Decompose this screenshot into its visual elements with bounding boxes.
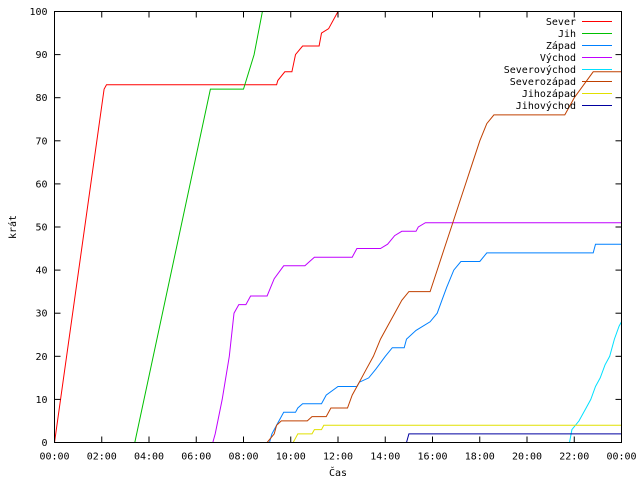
x-tick-label: 06:00 (181, 452, 211, 463)
y-tick-label: 10 (35, 395, 47, 406)
y-tick-label: 100 (29, 7, 47, 18)
x-tick-label: 02:00 (87, 452, 117, 463)
y-tick-label: 0 (41, 438, 47, 449)
series-layer (54, 11, 622, 443)
series-line-2 (134, 11, 263, 443)
legend-label: Jihozápad (522, 88, 576, 100)
legend-label: Západ (546, 40, 576, 52)
y-tick-label: 60 (35, 179, 47, 190)
x-tick-label: 14:00 (370, 452, 400, 463)
x-tick-label: 08:00 (228, 452, 258, 463)
y-tick-label: 90 (35, 50, 47, 61)
y-tick-label: 20 (35, 352, 47, 363)
legend-label: Sever (546, 17, 576, 28)
legend-label: Východ (540, 52, 576, 64)
series-line-8 (406, 433, 622, 443)
x-tick-label: 10:00 (276, 452, 306, 463)
legend-label: Severozápad (510, 76, 576, 88)
y-tick-label: 30 (35, 309, 47, 320)
series-line-4 (212, 222, 622, 443)
axis-layer: 0 10 20 30 40 50 60 70 80 90 100 00:00 02:00 04:00 06:… (29, 7, 636, 463)
legend: SeverJihZápadVýchodSeverovýchodSeverozáp… (504, 17, 612, 112)
x-tick-label: 22:00 (559, 452, 589, 463)
legend-label: Jih (558, 29, 576, 40)
x-tick-label: 12:00 (323, 452, 353, 463)
x-axis-label: Čas (329, 466, 347, 479)
series-line-3 (269, 243, 622, 443)
x-tick-label: 20:00 (512, 452, 542, 463)
series-line-6 (266, 71, 622, 443)
series-line-5 (569, 321, 622, 443)
legend-label: Jihovýchod (516, 100, 576, 112)
y-tick-label: 50 (35, 223, 47, 234)
x-tick-label: 00:00 (39, 452, 69, 463)
x-tick-label: 04:00 (134, 452, 164, 463)
x-tick-label: 00:00 (606, 452, 636, 463)
series-line-7 (292, 424, 622, 443)
series-line-1 (54, 11, 339, 443)
y-axis-label: krát (7, 215, 19, 239)
y-tick-label: 80 (35, 93, 47, 104)
x-tick-label: 16:00 (417, 452, 447, 463)
legend-label: Severovýchod (504, 64, 576, 76)
x-tick-label: 18:00 (465, 452, 495, 463)
y-tick-label: 70 (35, 136, 47, 147)
y-tick-label: 40 (35, 266, 47, 277)
